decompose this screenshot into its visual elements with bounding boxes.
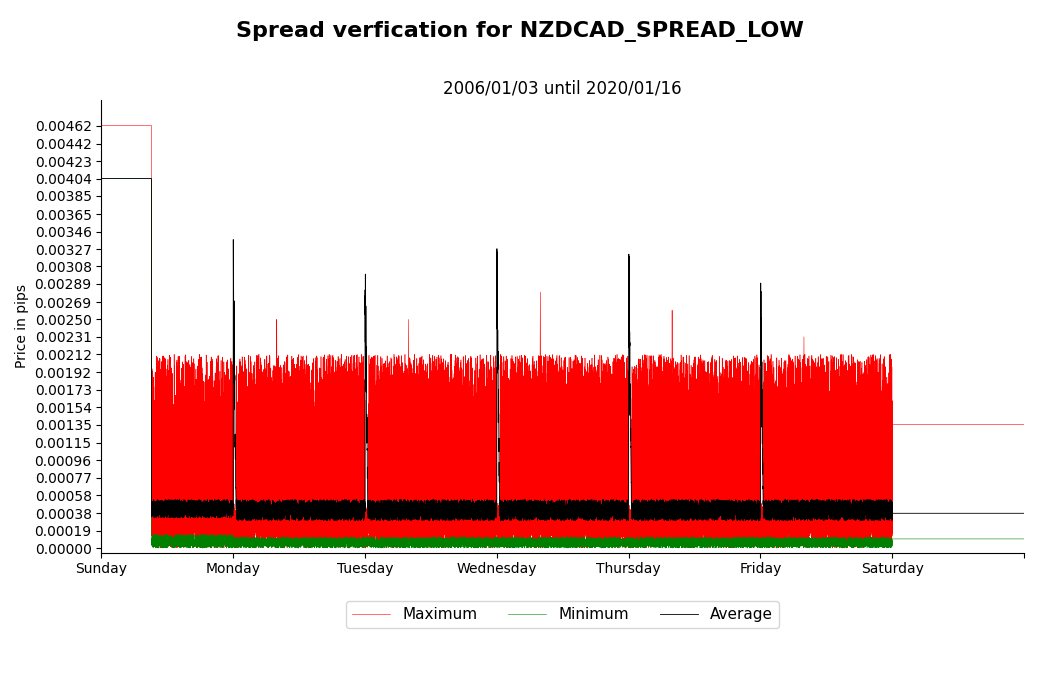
Average (241, 496, 254, 505)
Minimum (303, 538, 316, 547)
Average (305, 515, 318, 524)
Maximum (241, 419, 254, 427)
Minimum (928, 535, 940, 543)
Title: 2006/01/03 until 2020/01/16: 2006/01/03 until 2020/01/16 (444, 79, 682, 97)
Maximum (96, 121, 108, 130)
Maximum (305, 402, 318, 410)
Minimum (241, 540, 254, 549)
Maximum (579, 544, 591, 552)
Minimum (305, 544, 318, 552)
Minimum (156, 544, 168, 552)
Average (443, 503, 455, 511)
Text: Spread verfication for NZDCAD_SPREAD_LOW: Spread verfication for NZDCAD_SPREAD_LOW (236, 21, 803, 42)
Average (928, 509, 940, 517)
Maximum (303, 536, 316, 544)
Maximum (1018, 421, 1031, 429)
Minimum (311, 544, 323, 552)
Y-axis label: Price in pips: Price in pips (15, 284, 29, 368)
Legend: Maximum, Minimum, Average: Maximum, Minimum, Average (346, 601, 779, 628)
Line: Maximum: Maximum (102, 125, 1024, 548)
Minimum (1018, 535, 1031, 543)
Average (262, 517, 274, 525)
Line: Average: Average (102, 178, 1024, 521)
Average (96, 174, 108, 183)
Minimum (96, 174, 108, 183)
Maximum (928, 421, 940, 429)
Line: Minimum: Minimum (102, 178, 1024, 548)
Average (1018, 509, 1031, 517)
Minimum (443, 538, 455, 546)
Maximum (311, 370, 323, 379)
Average (303, 503, 316, 512)
Average (311, 511, 323, 519)
Maximum (443, 531, 455, 539)
